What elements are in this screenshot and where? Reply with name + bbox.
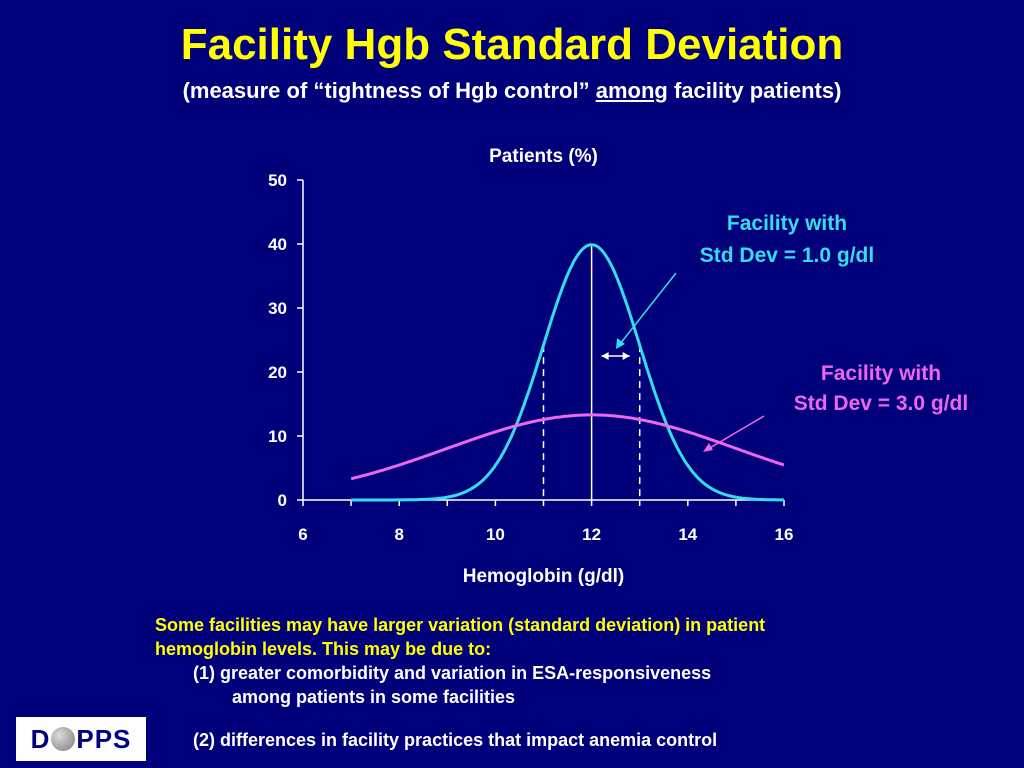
arrowhead-left [602,352,609,360]
note-line-3: (1) greater comorbidity and variation in… [155,661,995,685]
y-axis-title: Patients (%) [489,146,598,167]
logo-text-right: PPS [76,724,131,755]
annotation-sd3-pointer [708,416,764,449]
y-tick-label: 40 [268,235,287,254]
x-axis-title: Hemoglobin (g/dl) [463,566,624,587]
x-tick-label: 14 [678,525,697,544]
note-line-1: Some facilities may have larger variatio… [155,613,995,637]
annotation-sd3-line1: Facility with [821,362,941,385]
note-line-5: (2) differences in facility practices th… [193,730,717,751]
globe-icon [51,727,75,751]
x-tick-label: 12 [582,525,601,544]
y-tick-label: 30 [268,299,287,318]
x-tick-label: 10 [486,525,505,544]
y-tick-label: 50 [268,171,287,190]
y-tick-label: 20 [268,363,287,382]
y-tick-label: 10 [268,427,287,446]
note-line-4: among patients in some facilities [155,685,995,709]
y-tick-label: 0 [278,491,287,510]
series-sd-1-curve [351,245,784,500]
annotation-sd3-line2: Std Dev = 3.0 g/dl [794,392,968,415]
annotation-sd3-arrowhead [703,443,713,452]
annotation-sd1-line2: Std Dev = 1.0 g/dl [700,244,874,267]
x-tick-label: 16 [775,525,794,544]
annotation-sd1-line1: Facility with [727,212,847,235]
arrowhead-right [623,352,630,360]
hemoglobin-chart: 0 10 20 30 40 50 6 8 10 12 14 16 Patients (%) Hemoglo… [0,0,1024,600]
x-tick-label: 8 [394,525,403,544]
notes-block: Some facilities may have larger variatio… [155,613,995,709]
dopps-logo: D PPS [16,717,146,761]
series-sd-3-curve [351,415,784,479]
x-tick-label: 6 [298,525,307,544]
note-line-2: hemoglobin levels. This may be due to: [155,637,995,661]
logo-text-left: D [31,724,51,755]
